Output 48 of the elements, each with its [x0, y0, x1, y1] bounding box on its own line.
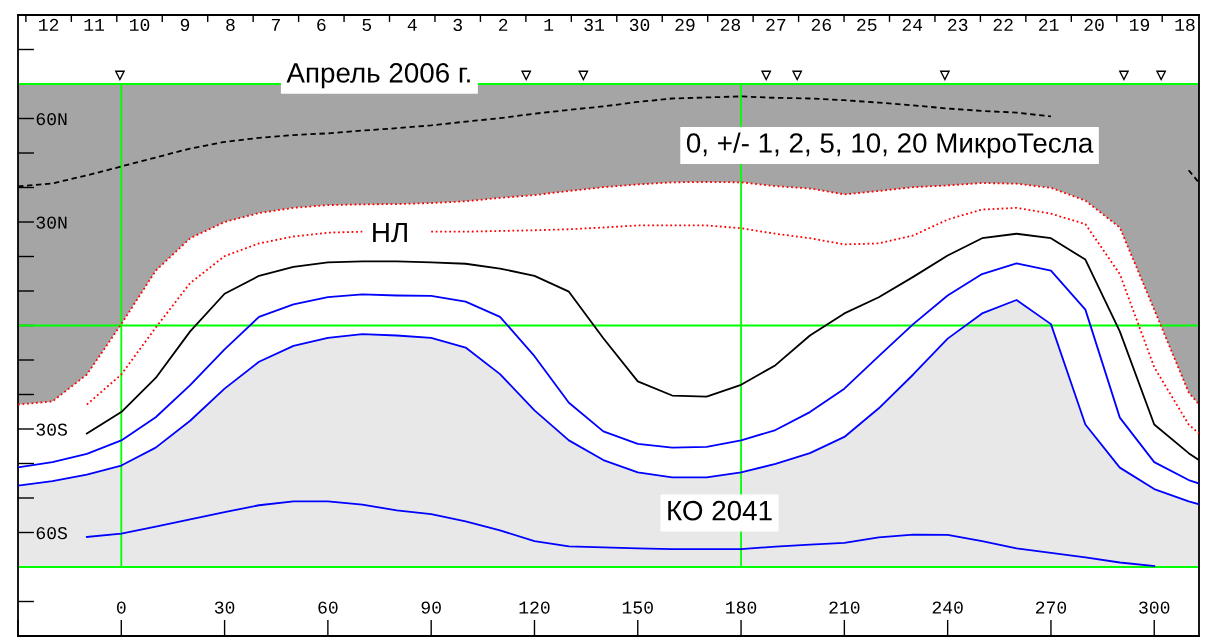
x2-tick-label: 18	[1175, 18, 1195, 32]
x2-tick-label: 22	[993, 18, 1013, 31]
x-tick-label: 0	[116, 601, 126, 614]
x2-tick-label: 10	[129, 18, 150, 32]
x2-tick-label: 6	[317, 18, 326, 32]
x2-tick-label: 23	[948, 18, 968, 32]
line-series	[18, 181, 1199, 406]
x-tick-label: 60	[318, 601, 338, 614]
x-tick-label: 120	[519, 601, 550, 614]
line-series	[85, 500, 1156, 567]
x-tick-label: 150	[622, 601, 653, 614]
text: 0, +/- 1, 2, 5, 10, 20 МикроТесла	[686, 132, 1094, 159]
x2-tick-label: 28	[720, 18, 741, 32]
x2-tick-label: 27	[766, 18, 786, 31]
x2-tick-label: 4	[407, 18, 417, 31]
y-tick-label: 30S	[36, 423, 67, 436]
y-tick-label: 30N	[36, 216, 67, 229]
x2-tick-label: 20	[1084, 18, 1104, 32]
x2-tick-label: 19	[1129, 18, 1150, 32]
x2-tick-label: 11	[84, 18, 105, 31]
y-tick-label: 60N	[36, 112, 67, 126]
x2-tick-label: 2	[499, 18, 508, 31]
x-tick-label: 210	[829, 601, 860, 614]
x2-tick-label: 29	[675, 18, 695, 32]
x2-tick-label: 7	[271, 18, 280, 31]
x2-tick-label: 5	[362, 18, 372, 32]
text: Апрель 2006 г.	[286, 63, 470, 89]
y-tick-label: 60S	[36, 526, 67, 540]
x2-tick-label: 26	[811, 18, 831, 32]
x2-tick-label: 21	[1039, 18, 1059, 31]
annotation: НЛ	[373, 222, 407, 243]
x2-tick-label: 1	[544, 18, 554, 31]
x2-tick-label: 31	[584, 18, 605, 32]
x-tick-label: 270	[1035, 601, 1067, 614]
x2-tick-label: 3	[453, 18, 462, 32]
x2-tick-label: 25	[857, 18, 877, 32]
annotation: КО 2041	[668, 500, 772, 521]
x-tick-label: 180	[726, 601, 757, 614]
x-tick-label: 240	[932, 601, 963, 614]
x2-tick-label: 30	[629, 18, 650, 32]
x-tick-label: 30	[214, 601, 235, 614]
line-series	[18, 262, 1199, 485]
x2-tick-label: 24	[902, 18, 923, 31]
x2-tick-label: 12	[39, 18, 59, 31]
x-tick-label: 300	[1139, 601, 1170, 614]
x-tick-label: 90	[421, 601, 441, 614]
x2-tick-label: 8	[226, 18, 235, 32]
x2-tick-label: 9	[180, 18, 190, 32]
